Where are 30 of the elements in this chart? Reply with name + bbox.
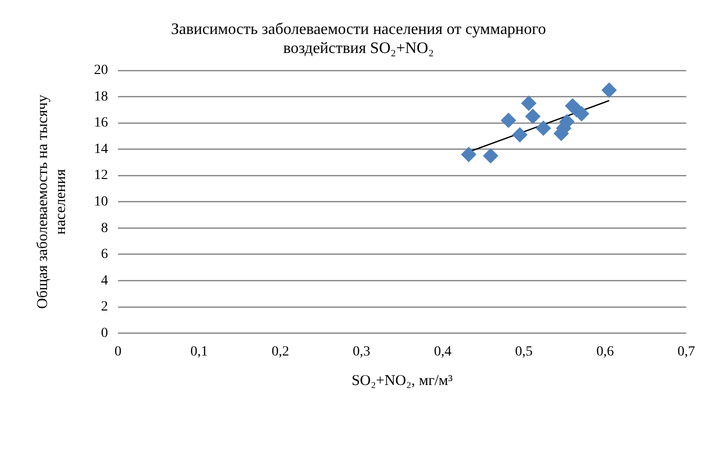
point <box>483 148 498 164</box>
y-tick-label: 0 <box>101 326 108 341</box>
point <box>525 108 540 124</box>
y-tick-label: 10 <box>94 194 108 210</box>
x-axis-title: SO₂+NO₂, мг/м³ <box>352 372 454 389</box>
y-tick-label: 8 <box>101 220 108 236</box>
x-tick-label: 0 <box>114 344 122 360</box>
point <box>512 127 528 142</box>
point <box>602 82 617 98</box>
y-tick-label: 14 <box>94 142 108 157</box>
y-tick-label: 18 <box>94 89 108 104</box>
point <box>461 146 476 162</box>
point <box>500 112 516 128</box>
y-axis-title: Общая заболеваемость на тысячу населения <box>34 94 69 309</box>
x-tick-label: 0,4 <box>434 344 452 360</box>
point <box>521 96 536 111</box>
x-tick-label: 0,5 <box>515 344 533 360</box>
y-tick-label: 4 <box>101 273 108 288</box>
point <box>536 120 551 136</box>
y-tick-label: 12 <box>94 168 108 184</box>
y-tick-label: 6 <box>101 247 108 262</box>
x-tick-label: 0,1 <box>190 344 208 360</box>
y-tick-label: 20 <box>94 63 108 78</box>
y-tick-label: 2 <box>101 300 108 315</box>
chart-title: Зависимость заболеваемости населения от суммарного воздействия SO₂+NO₂ <box>170 20 546 58</box>
x-tick-label: 0,3 <box>352 344 370 360</box>
y-tick-label: 16 <box>94 116 108 131</box>
x-tick-label: 0,2 <box>272 344 290 360</box>
x-tick-label: 0,6 <box>596 344 614 360</box>
x-tick-label: 0,7 <box>678 344 695 360</box>
